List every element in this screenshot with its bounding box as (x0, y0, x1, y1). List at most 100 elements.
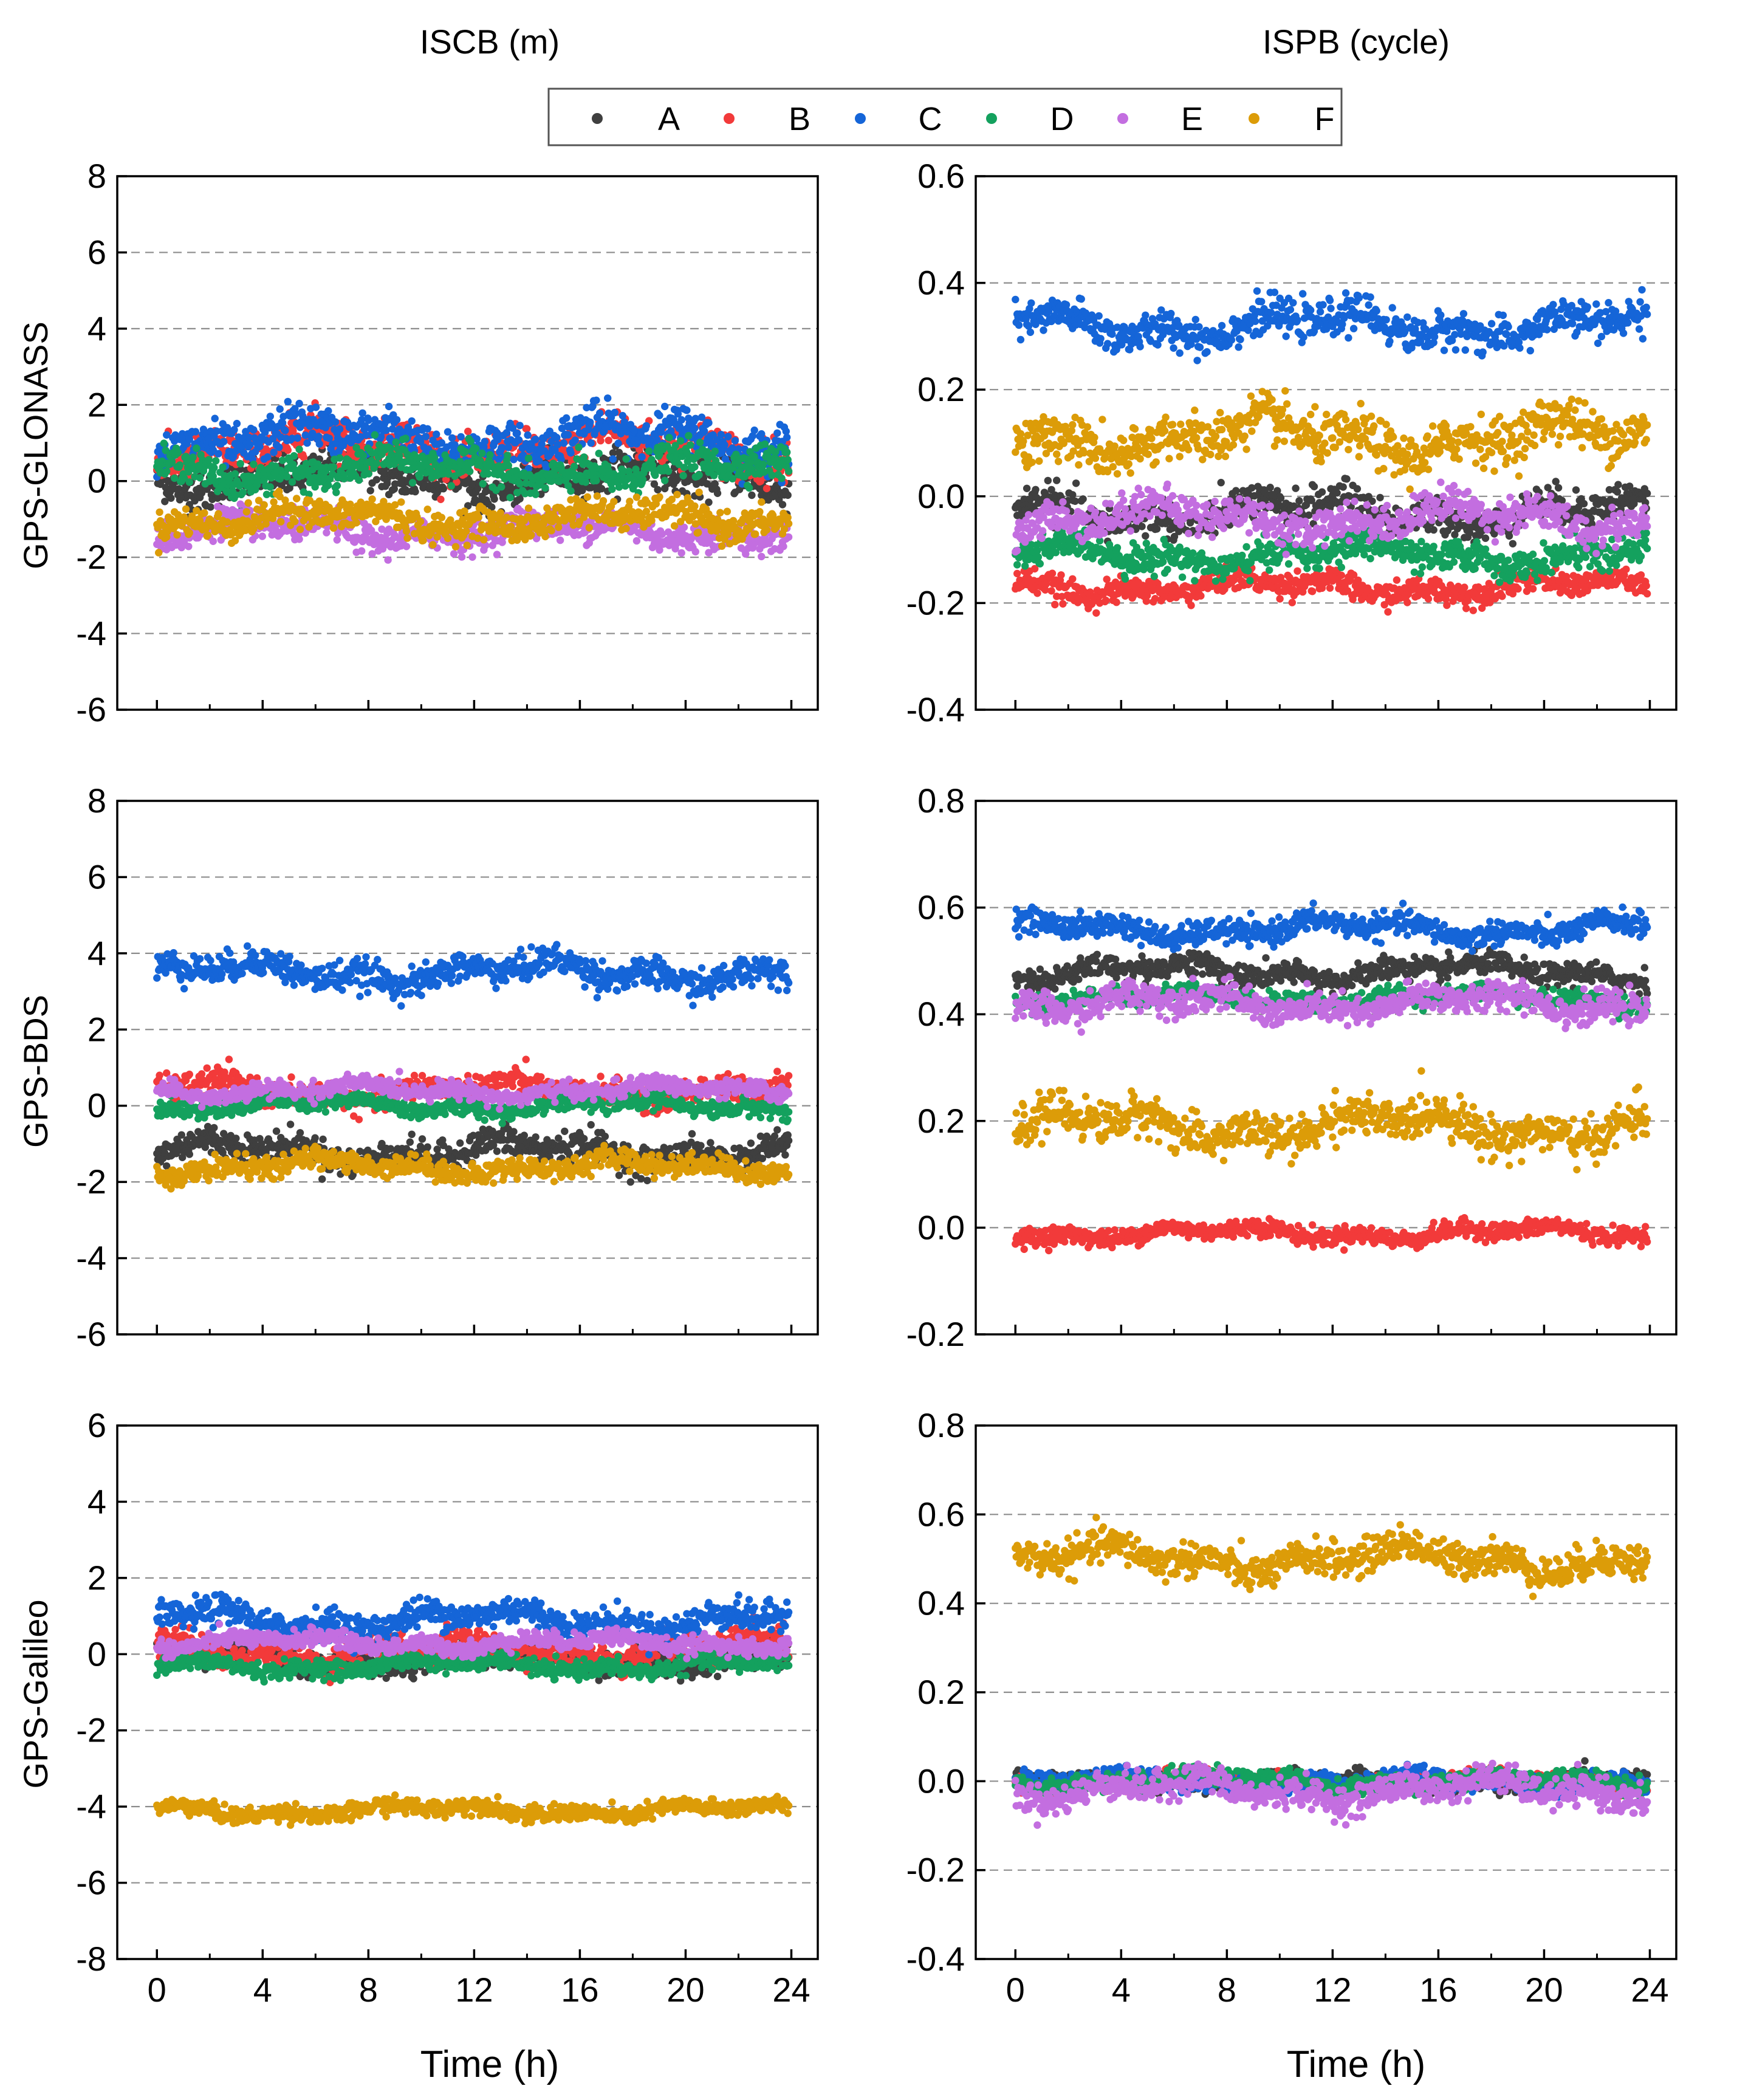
glonass-ispb-point-a (1266, 484, 1274, 492)
glonass-iscb-point-d (581, 478, 590, 486)
glonass-iscb-point-f (204, 531, 212, 539)
glonass-iscb-point-d (478, 449, 486, 458)
glonass-iscb-point-d (677, 437, 685, 445)
glonass-iscb-point-a (161, 498, 169, 506)
glonass-iscb-point-c (266, 413, 274, 420)
glonass-ispb-point-a (1343, 475, 1351, 483)
glonass-iscb-point-d (431, 454, 439, 462)
glonass-iscb-point-d (196, 474, 204, 482)
glonass-iscb-point-d (645, 447, 653, 455)
glonass-iscb-point-a (778, 501, 787, 509)
glonass-ispb-point-a (1333, 489, 1341, 497)
glonass-iscb-point-d (639, 475, 647, 484)
glonass-iscb-point-a (597, 485, 606, 493)
glonass-ispb-point-a (1310, 482, 1318, 490)
glonass-iscb-point-f (242, 508, 250, 516)
glonass-iscb-point-d (236, 459, 244, 468)
glonass-iscb-point-a (439, 485, 447, 493)
glonass-iscb-point-c (614, 439, 622, 447)
glonass-iscb-point-f (723, 507, 732, 515)
glonass-iscb-point-c (293, 434, 301, 442)
glonass-iscb-point-f (533, 513, 541, 521)
legend-entry-f: F (1249, 101, 1335, 137)
glonass-iscb-point-a (632, 459, 640, 467)
glonass-iscb-point-c (504, 444, 512, 451)
glonass-iscb-point-e (258, 532, 266, 540)
glonass-iscb-point-c (750, 426, 758, 434)
glonass-iscb-point-d (687, 441, 694, 449)
glonass-iscb-point-f (626, 498, 634, 506)
glonass-iscb-point-c (423, 425, 431, 433)
legend-entry-a: A (592, 101, 680, 137)
glonass-iscb-point-f (423, 506, 431, 513)
glonass-iscb-point-c (392, 416, 401, 424)
glonass-iscb-point-c (481, 437, 488, 445)
glonass-iscb-point-d (210, 464, 218, 472)
glonass-ispb-point-a (1232, 487, 1240, 495)
glonass-iscb-point-e (185, 543, 193, 551)
glonass-iscb-point-c (275, 443, 283, 451)
glonass-iscb-point-d (365, 470, 372, 478)
glonass-iscb-point-d (185, 478, 193, 486)
glonass-iscb-point-c (246, 441, 254, 448)
glonass-iscb-point-a (654, 486, 662, 494)
glonass-iscb-point-e (691, 547, 700, 556)
glonass-iscb-ytick-label-2: -2 (76, 538, 106, 576)
glonass-iscb-point-c (701, 427, 708, 435)
glonass-iscb-point-d (408, 479, 417, 487)
glonass-iscb-point-e (384, 556, 392, 564)
glonass-iscb-point-d (621, 482, 629, 490)
glonass-iscb-point-d (416, 473, 423, 481)
glonass-ispb-point-a (1339, 483, 1347, 491)
glonass-iscb-point-d (784, 456, 792, 464)
glonass-iscb-point-c (264, 453, 272, 461)
glonass-iscb-point-d (163, 467, 171, 475)
glonass-iscb-point-f (214, 510, 222, 518)
glonass-iscb-point-a (516, 495, 524, 503)
glonass-ispb-point-a (1044, 476, 1052, 485)
glonass-iscb-point-c (563, 414, 571, 422)
glonass-iscb-point-f (444, 534, 452, 543)
glonass-iscb-point-f (695, 489, 703, 496)
glonass-iscb-point-f (397, 498, 405, 506)
glonass-iscb-point-d (685, 431, 693, 440)
glonass-iscb-point-d (665, 434, 673, 442)
glonass-iscb-point-d (333, 482, 341, 490)
glonass-iscb-point-c (281, 427, 289, 434)
glonass-iscb-point-c (564, 431, 572, 439)
glonass-iscb-point-f (673, 490, 681, 499)
legend-label-b: B (789, 101, 810, 137)
legend-entry-c: C (855, 101, 942, 137)
glonass-iscb-point-f (352, 519, 360, 527)
glonass-iscb-point-c (524, 431, 532, 439)
glonass-iscb-point-d (250, 461, 258, 468)
glonass-iscb-point-d (711, 447, 719, 455)
glonass-iscb-point-c (567, 449, 575, 457)
glonass-iscb-point-c (721, 441, 728, 449)
glonass-ispb-point-a (1430, 526, 1437, 534)
legend-entry-d: D (986, 101, 1074, 137)
glonass-iscb-point-c (717, 431, 725, 439)
glonass-iscb-point-b (284, 446, 292, 455)
glonass-iscb-point-f (610, 498, 618, 506)
glonass-iscb-point-f (718, 542, 726, 550)
glonass-ispb-point-a (1292, 484, 1300, 492)
glonass-iscb-point-d (783, 448, 791, 456)
glonass-iscb-point-d (504, 451, 512, 459)
glonass-iscb-point-f (480, 536, 488, 544)
row-label-bds: GPS-BDS (16, 995, 55, 1148)
glonass-iscb-point-d (467, 437, 475, 445)
row-label-glonass: GPS-GLONASS (16, 321, 55, 569)
glonass-iscb-point-f (758, 498, 766, 506)
column-title-ispb: ISPB (cycle) (1263, 22, 1450, 61)
glonass-iscb-point-c (191, 428, 200, 436)
glonass-iscb-point-a (167, 494, 175, 502)
glonass-iscb-point-d (219, 463, 227, 471)
glonass-iscb-point-d (571, 462, 578, 470)
glonass-iscb-point-e (632, 537, 641, 545)
glonass-iscb-point-d (290, 452, 298, 460)
glonass-iscb-point-d (372, 459, 380, 467)
glonass-iscb-point-a (464, 502, 472, 510)
glonass-iscb-point-d (239, 489, 247, 496)
glonass-iscb-point-a (411, 487, 419, 496)
